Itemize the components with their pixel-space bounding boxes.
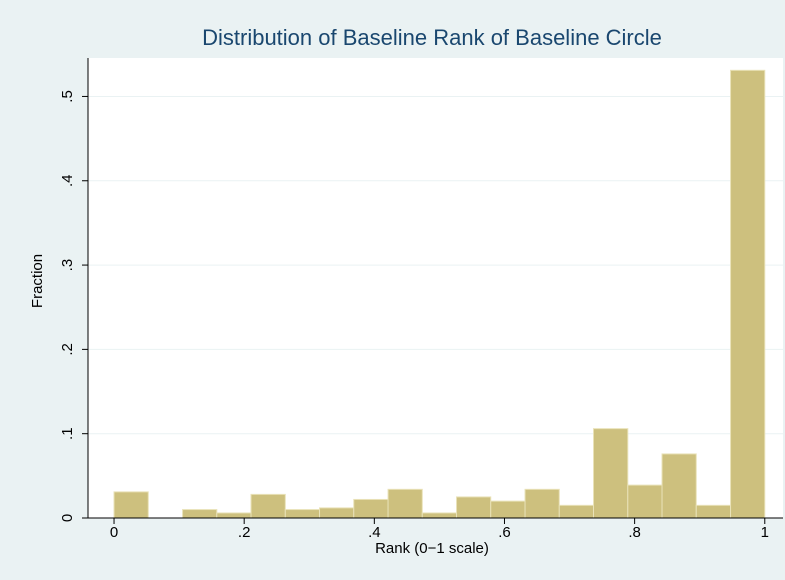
bar <box>284 509 321 519</box>
bar <box>558 504 595 519</box>
y-tick-label: 0 <box>59 514 76 522</box>
bar <box>456 496 492 519</box>
x-tick-label: .4 <box>368 524 381 541</box>
bar <box>319 507 355 519</box>
y-tick-label: .2 <box>59 343 76 356</box>
x-tick-label: .2 <box>238 524 251 541</box>
x-tick-label: 1 <box>761 524 769 541</box>
bar <box>593 428 629 519</box>
x-tick-label: .6 <box>498 524 511 541</box>
y-tick-label: .5 <box>59 90 76 103</box>
y-axis-title: Fraction <box>29 254 46 308</box>
bar <box>113 491 149 519</box>
bar <box>216 512 252 519</box>
bar <box>387 488 423 519</box>
x-tick-label: .8 <box>628 524 641 541</box>
bar <box>695 504 732 519</box>
bar <box>353 498 389 519</box>
bar <box>250 493 286 519</box>
y-tick-label: .1 <box>59 427 76 440</box>
x-tick-label: 0 <box>110 524 118 541</box>
bar <box>627 484 663 519</box>
x-axis-title: Rank (0−1 scale) <box>375 540 489 557</box>
bar <box>661 453 697 519</box>
plot-area <box>88 58 783 518</box>
y-tick-label: .3 <box>59 259 76 272</box>
bar <box>490 500 526 519</box>
chart-title: Distribution of Baseline Rank of Baselin… <box>202 25 662 50</box>
bar <box>524 488 560 519</box>
y-tick-label: .4 <box>59 174 76 187</box>
bar <box>182 509 218 519</box>
bar <box>421 512 458 519</box>
bar <box>730 69 766 519</box>
